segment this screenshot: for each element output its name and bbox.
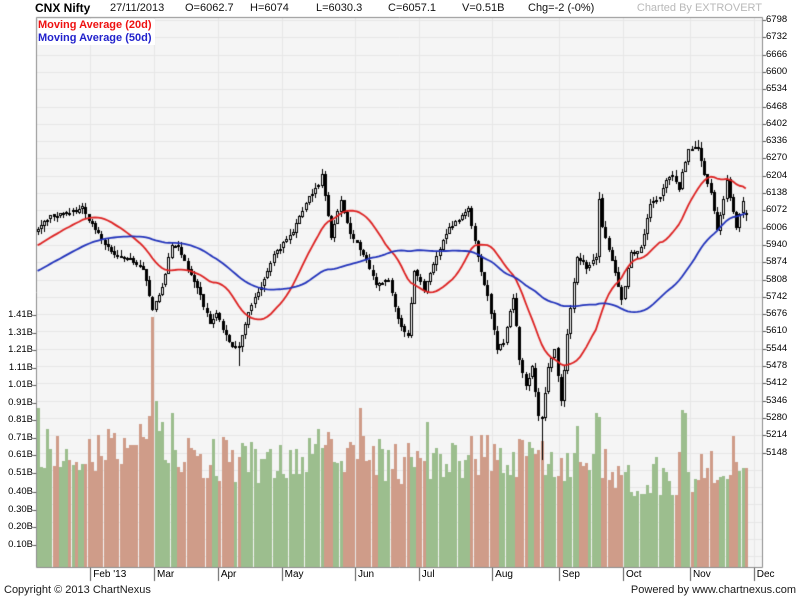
volume-tick-label: 1.21B [8,344,33,356]
ma50-legend-label: Moving Average (50d) [38,32,155,45]
price-tick-label: 5544 [766,342,788,354]
powered-by-link[interactable]: Powered by www.chartnexus.com [630,584,796,596]
volume-tick-label: 0.51B [8,466,33,478]
price-tick-label: 6336 [766,135,788,147]
volume-tick-label: 0.10B [8,538,33,550]
price-tick-label: 5610 [766,325,788,337]
month-tick-label: Oct [625,569,642,580]
volume-tick-label: 0.61B [8,449,33,461]
quote-volume: V=0.51B [462,2,505,14]
ma-legend: Moving Average (20d) Moving Average (50d… [38,19,155,45]
month-tick-label: Jul [421,569,435,580]
month-tick-label: Jun [358,569,375,580]
price-tick-label: 6600 [766,65,788,77]
volume-tick-label: 1.11B [8,361,33,373]
volume-tick-label: 0.30B [8,503,33,515]
month-tick-label: Apr [220,569,237,580]
volume-tick-label: 0.71B [8,431,33,443]
copyright-text: Copyright © 2013 ChartNexus [4,584,151,596]
price-tick-label: 5742 [766,290,788,302]
symbol-name: CNX Nifty [35,1,91,15]
volume-tick-label: 1.31B [8,326,33,338]
price-tick-label: 6204 [766,169,788,181]
price-tick-label: 6798 [766,14,788,25]
price-tick-label: 6402 [766,117,788,129]
price-tick-label: 6732 [766,31,788,43]
price-tick-label: 6006 [766,221,788,233]
month-tick-label: Feb '13 [93,569,127,580]
price-tick-label: 6468 [766,100,788,112]
month-tick-label: Dec [756,569,775,580]
price-tick-label: 5808 [766,273,788,285]
month-tick-label: Aug [495,569,513,580]
price-tick-label: 5346 [766,394,788,406]
volume-tick-label: 0.20B [8,521,33,532]
price-tick-label: 5874 [766,256,788,268]
price-tick-label: 6270 [766,152,788,164]
price-tick-label: 6666 [766,48,788,60]
price-tick-label: 5478 [766,360,788,371]
quote-low: L=6030.3 [316,2,363,14]
charted-by-credit: Charted By EXTROVERT [636,2,762,14]
volume-tick-label: 1.41B [8,309,33,321]
quote-change: Chg=-2 (-0%) [528,2,595,14]
volume-tick-label: 1.01B [8,379,33,391]
month-tick-label: May [284,569,304,580]
price-tick-label: 5676 [766,308,788,320]
price-tick-label: 5214 [766,429,788,441]
month-tick-label: Mar [157,569,175,580]
quote-high: H=6074 [250,2,289,14]
quote-date: 27/11/2013 [110,2,165,14]
volume-tick-label: 0.40B [8,486,33,497]
price-tick-label: 6534 [766,83,788,95]
volume-tick-label: 0.91B [8,396,33,408]
quote-close: C=6057.1 [388,2,437,14]
month-tick-label: Sep [562,569,580,580]
price-tick-label: 5148 [766,446,788,458]
volume-tick-label: 0.81B [8,414,33,426]
price-tick-label: 5412 [766,377,788,389]
quote-open: O=6062.7 [185,2,234,14]
price-tick-label: 6138 [766,187,788,198]
price-tick-label: 5940 [766,238,788,250]
price-tick-label: 6072 [766,204,788,216]
ma20-legend-label: Moving Average (20d) [38,19,155,32]
month-tick-label: Nov [692,569,711,580]
price-tick-label: 5280 [766,411,788,423]
